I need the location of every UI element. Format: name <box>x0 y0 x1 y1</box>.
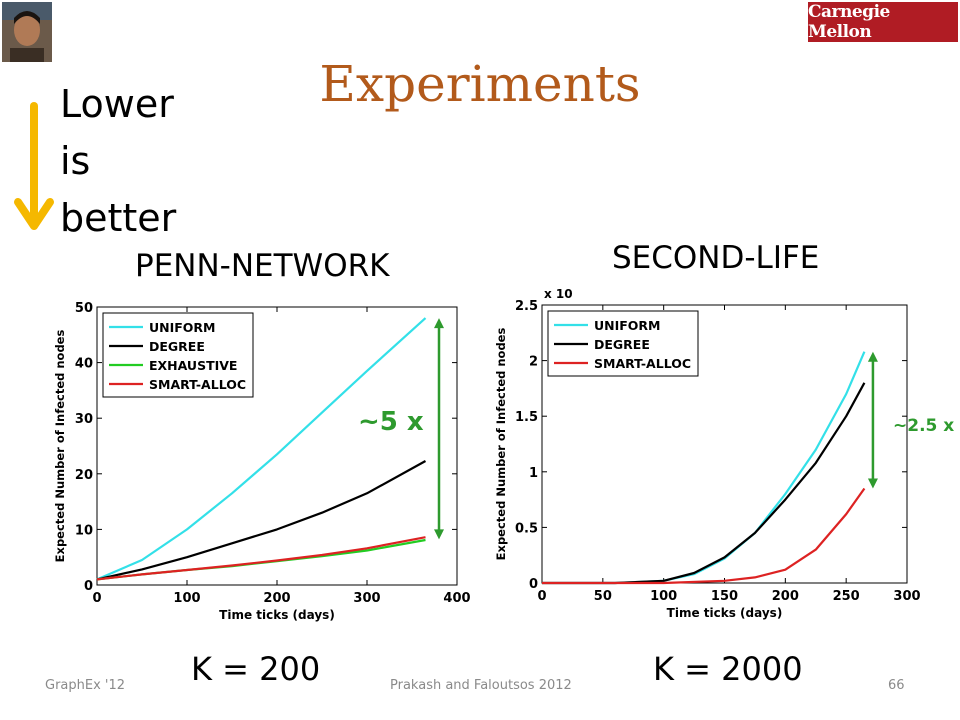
y-tick-label: 50 <box>75 301 93 316</box>
y-tick-label: 30 <box>75 412 93 427</box>
penn-network-label: PENN-NETWORK <box>135 248 390 284</box>
legend-label: SMART-ALLOC <box>149 377 246 392</box>
range-arrow-head <box>867 351 878 362</box>
second-life-label: SECOND-LIFE <box>612 240 820 276</box>
series-line-degree <box>96 460 427 581</box>
x-tick-label: 100 <box>173 591 200 606</box>
range-arrow-head <box>434 318 444 329</box>
footer-authors: Prakash and Faloutsos 2012 <box>390 678 572 693</box>
y-tick-label: 0 <box>84 579 93 594</box>
x-tick-label: 300 <box>893 589 920 604</box>
second-life-chart: 0 50 100 150 200 250 300 0 0.5 1 1.5 2 2.5 Time ticks… <box>494 287 921 620</box>
note-line: Lower <box>60 82 174 126</box>
y-tick-label: 0 <box>529 577 538 592</box>
legend-label: UNIFORM <box>149 320 216 335</box>
y-tick-label: 40 <box>75 357 93 372</box>
x-tick-label: 400 <box>443 591 470 606</box>
range-arrow-head <box>434 529 444 540</box>
note-line: is <box>60 139 91 183</box>
series-line-smart-alloc <box>542 487 866 585</box>
series-line-smart-alloc <box>96 536 426 581</box>
y-tick-label: 2 <box>529 355 538 370</box>
legend-label: DEGREE <box>594 337 650 352</box>
slide-title: Experiments <box>319 55 641 113</box>
y-axis-label: Expected Number of Infected nodes <box>53 330 67 563</box>
second-life-k-label: K = 2000 <box>653 650 803 688</box>
x-tick-label: 200 <box>263 591 290 606</box>
x-tick-label: 250 <box>833 589 860 604</box>
y-tick-label: 10 <box>75 523 93 538</box>
x-axis-label: Time ticks (days) <box>667 606 783 620</box>
y-tick-label: 2.5 <box>515 299 538 314</box>
second-life-improvement-annotation: ~2.5 x <box>893 416 955 436</box>
penn-improvement-annotation: ~5 x <box>358 407 424 437</box>
legend-label: UNIFORM <box>594 318 661 333</box>
x-tick-label: 0 <box>92 591 101 606</box>
lower-is-better-note: Lower is better <box>60 76 176 247</box>
legend-label: DEGREE <box>149 339 205 354</box>
presenter-photo <box>2 2 52 62</box>
penn-k-label: K = 200 <box>191 650 321 688</box>
x-tick-label: 200 <box>772 589 799 604</box>
x-tick-label: 100 <box>650 589 677 604</box>
y-tick-label: 0.5 <box>515 521 538 536</box>
x-tick-label: 0 <box>537 589 546 604</box>
range-arrow-head <box>867 478 878 489</box>
x-tick-label: 300 <box>353 591 380 606</box>
y-axis-label: Expected Number of Infected nodes <box>494 328 508 561</box>
series-line-uniform <box>96 317 427 581</box>
y-axis-multiplier: x 10 <box>544 287 573 301</box>
note-line: better <box>60 196 177 240</box>
page-number: 66 <box>888 678 905 693</box>
y-tick-label: 1.5 <box>515 410 538 425</box>
y-tick-label: 1 <box>529 466 538 481</box>
university-logo: Carnegie Mellon <box>808 2 958 42</box>
penn-network-chart: 0 100 200 300 400 0 10 20 30 40 50 Time ticks (days… <box>53 301 470 622</box>
x-tick-label: 50 <box>594 589 612 604</box>
y-tick-label: 20 <box>75 468 93 483</box>
legend-label: EXHAUSTIVE <box>149 358 237 373</box>
legend-label: SMART-ALLOC <box>594 356 691 371</box>
x-axis-label: Time ticks (days) <box>219 608 335 622</box>
x-tick-label: 150 <box>711 589 738 604</box>
down-arrow-icon <box>14 102 54 230</box>
footer-conference: GraphEx '12 <box>45 678 126 693</box>
